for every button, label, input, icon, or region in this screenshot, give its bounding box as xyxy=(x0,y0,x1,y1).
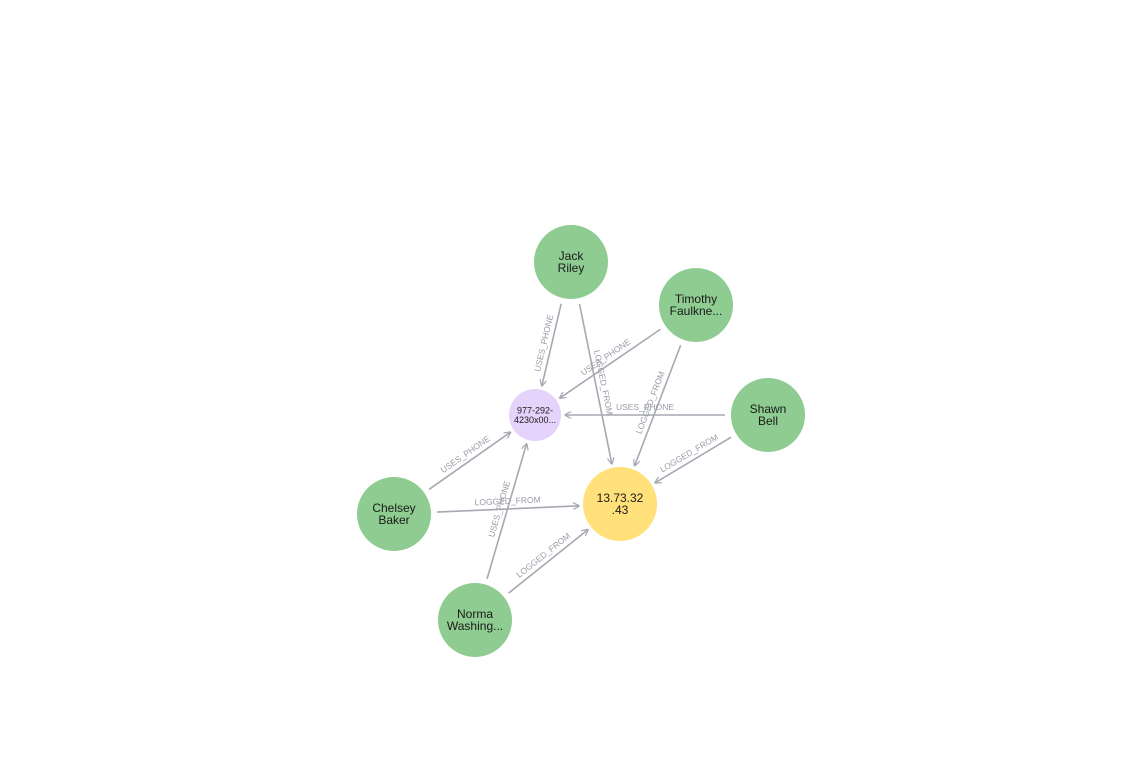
node-label-line: Timothy xyxy=(675,292,717,306)
node-label-line: Bell xyxy=(758,414,778,428)
node-label-line: 977-292- xyxy=(517,405,553,415)
edge-jack-phone[interactable] xyxy=(542,303,562,386)
edge-label: LOGGED_FROM xyxy=(514,531,572,580)
node-phone[interactable]: 977-292-4230x00... xyxy=(509,389,561,441)
node-label-line: Washing... xyxy=(447,619,503,633)
node-label-line: 13.73.32 xyxy=(597,491,644,505)
edge-chelsey-phone[interactable] xyxy=(428,432,510,490)
edge-timothy-phone[interactable] xyxy=(560,328,661,398)
edge-timothy-ip[interactable] xyxy=(635,344,682,466)
edge-label: LOGGED_FROM xyxy=(474,495,541,508)
phone-node-circle[interactable] xyxy=(509,389,561,441)
node-label-line: Jack xyxy=(559,249,585,263)
person-node-circle[interactable] xyxy=(357,477,431,551)
node-label-line: Riley xyxy=(558,261,585,275)
node-label-line: Baker xyxy=(378,513,409,527)
person-node-circle[interactable] xyxy=(659,268,733,342)
node-timothy[interactable]: TimothyFaulkne... xyxy=(659,268,733,342)
edge-label: LOGGED_FROM xyxy=(658,432,720,475)
person-node-circle[interactable] xyxy=(731,378,805,452)
edge-label: USES_PHONE xyxy=(616,402,674,412)
edge-norma-ip[interactable] xyxy=(508,530,588,594)
node-label-line: 4230x00... xyxy=(514,415,556,425)
node-label-line: Faulkne... xyxy=(670,304,723,318)
edge-jack-ip[interactable] xyxy=(578,303,612,464)
node-label-line: Chelsey xyxy=(372,501,415,515)
ip-node-circle[interactable] xyxy=(583,467,657,541)
node-ip[interactable]: 13.73.32.43 xyxy=(583,467,657,541)
node-label-line: Norma xyxy=(457,607,493,621)
person-node-circle[interactable] xyxy=(438,583,512,657)
edge-norma-phone[interactable] xyxy=(486,444,526,579)
node-norma[interactable]: NormaWashing... xyxy=(438,583,512,657)
person-node-circle[interactable] xyxy=(534,225,608,299)
node-label-line: Shawn xyxy=(750,402,787,416)
edges-layer xyxy=(428,303,732,594)
edge-label: USES_PHONE xyxy=(439,433,493,475)
node-label-line: .43 xyxy=(612,503,629,517)
edge-shawn-ip[interactable] xyxy=(655,436,732,483)
